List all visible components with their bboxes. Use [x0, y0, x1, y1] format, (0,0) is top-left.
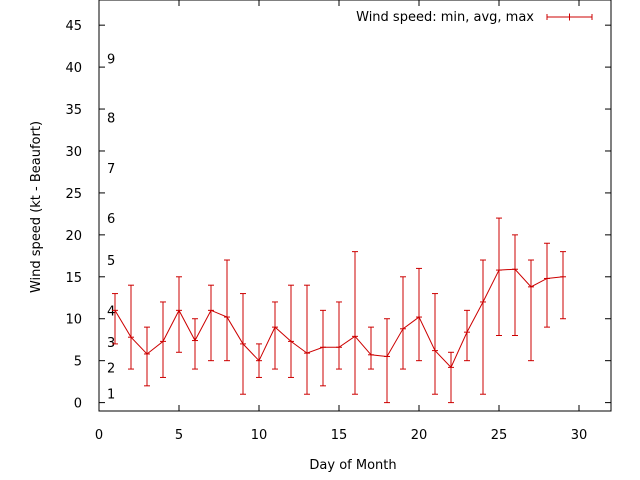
beaufort-labels: 1 2 3 4 5 6 7 8 9 — [107, 53, 115, 403]
series-layer — [112, 217, 566, 404]
x-tick-label: 25 — [491, 428, 508, 443]
y-axis-label: Wind speed (kt - Beaufort) — [29, 121, 44, 293]
beaufort-label: 4 — [107, 304, 115, 319]
x-axis-label: Day of Month — [309, 458, 396, 473]
x-tick-label: 0 — [95, 428, 103, 443]
x-tick-label: 10 — [251, 428, 268, 443]
x-tick-label: 20 — [411, 428, 428, 443]
y-tick-label: 30 — [65, 145, 82, 160]
legend-label: Wind speed: min, avg, max — [356, 10, 534, 25]
beaufort-label: 1 — [107, 387, 115, 402]
x-tick-label: 5 — [175, 428, 183, 443]
beaufort-label: 7 — [107, 162, 115, 177]
beaufort-label: 8 — [107, 111, 115, 126]
y-tick-label: 45 — [65, 19, 82, 34]
beaufort-label: 2 — [107, 361, 115, 376]
plot-frame — [98, 0, 612, 412]
beaufort-label: 5 — [107, 254, 115, 269]
y-tick-label: 10 — [65, 313, 82, 328]
y-tick-label: 0 — [74, 397, 82, 412]
y-tick-label: 25 — [65, 187, 82, 202]
x-tick-label: 15 — [331, 428, 348, 443]
beaufort-label: 3 — [107, 336, 115, 351]
y-tick-label: 40 — [65, 61, 82, 76]
y-tick-label: 15 — [65, 271, 82, 286]
y-tick-label: 20 — [65, 229, 82, 244]
x-tick-label: 30 — [571, 428, 588, 443]
y-tick-label: 35 — [65, 103, 82, 118]
beaufort-label: 6 — [107, 212, 115, 227]
y-tick-label: 5 — [74, 355, 82, 370]
beaufort-label: 9 — [107, 53, 115, 68]
legend: Wind speed: min, avg, max — [356, 10, 593, 25]
